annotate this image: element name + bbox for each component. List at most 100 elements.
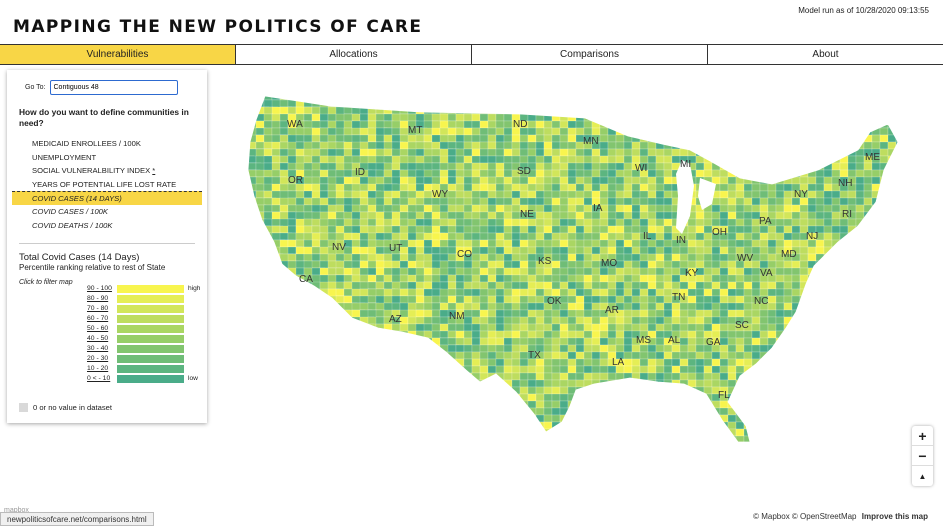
legend-nodata: 0 or no value in dataset (19, 403, 112, 412)
state-label-wa: WA (287, 119, 303, 130)
state-label-id: ID (355, 167, 365, 178)
option-social-vulnerability-index[interactable]: SOCIAL VULNERALBILITY INDEX * (32, 166, 156, 176)
legend-bin-label: 10 - 20 (87, 364, 109, 372)
goto-label: Go To: (25, 84, 46, 91)
zoom-in-button[interactable]: + (912, 426, 933, 446)
state-label-la: LA (612, 357, 625, 368)
state-label-mo: MO (601, 258, 617, 269)
legend-subtitle: Percentile ranking relative to rest of S… (19, 263, 166, 272)
state-label-mt: MT (408, 125, 422, 136)
option-unemployment[interactable]: UNEMPLOYMENT (32, 152, 97, 162)
legend-bin-label: 60 - 70 (87, 314, 109, 322)
attribution-text[interactable]: © Mapbox © OpenStreetMap (753, 512, 857, 521)
tab-allocations[interactable]: Allocations (236, 45, 472, 64)
state-label-nv: NV (332, 242, 346, 253)
status-bar-url: newpoliticsofcare.net/comparisons.html (0, 512, 154, 526)
state-label-nh: NH (838, 178, 852, 189)
legend-bin-label: 90 - 100 (87, 284, 112, 292)
state-label-ga: GA (706, 337, 721, 348)
state-label-md: MD (781, 249, 797, 260)
state-label-ut: UT (389, 243, 402, 254)
legend-bin-label: 80 - 90 (87, 294, 109, 302)
legend-bin-label: 20 - 30 (87, 354, 109, 362)
state-label-sc: SC (735, 320, 749, 331)
legend-bin-label: 50 - 60 (87, 324, 109, 332)
state-label-mi: MI (680, 159, 691, 170)
legend-high-label: high (188, 284, 201, 292)
option-covid-cases-14-days[interactable]: COVID CASES (14 DAYS) (12, 191, 202, 205)
state-label-nm: NM (449, 311, 465, 322)
legend-bin-label: 40 - 50 (87, 334, 109, 342)
us-outline (247, 95, 899, 443)
legend-bin-swatch (117, 303, 184, 313)
legend-bin[interactable]: 70 - 80 (87, 303, 214, 313)
state-label-ms: MS (636, 335, 651, 346)
legend-bin[interactable]: 20 - 30 (87, 353, 214, 363)
state-label-ky: KY (685, 268, 699, 279)
tab-about[interactable]: About (708, 45, 943, 64)
nodata-label: 0 or no value in dataset (33, 403, 112, 412)
option-years-potential-life-lost[interactable]: YEARS OF POTENTIAL LIFE LOST RATE (32, 179, 177, 189)
state-label-il: IL (643, 231, 652, 242)
zoom-out-button[interactable]: − (912, 446, 933, 466)
state-label-ca: CA (299, 274, 313, 285)
legend-bin[interactable]: 10 - 20 (87, 363, 214, 373)
legend-bin-swatch (117, 323, 184, 333)
legend-low-label: low (188, 374, 198, 382)
state-label-nj: NJ (806, 231, 818, 242)
state-label-co: CO (457, 249, 472, 260)
state-label-az: AZ (389, 314, 402, 325)
state-labels: WA MT ND MN OR ID SD WI MI WY NE IA NV U… (287, 119, 880, 401)
state-label-ks: KS (538, 256, 552, 267)
legend-bin[interactable]: 0 < - 10 low (87, 373, 214, 383)
option-covid-cases-per-100k[interactable]: COVID CASES / 100K (32, 206, 108, 216)
mapbox-logo: mapbox (4, 507, 29, 514)
goto-input[interactable] (49, 80, 178, 95)
state-label-tn: TN (672, 292, 685, 303)
legend-bin-label: 30 - 40 (87, 344, 109, 352)
state-label-ar: AR (605, 305, 619, 316)
state-label-mn: MN (583, 136, 599, 147)
zoom-controls: + − ▲ (912, 426, 933, 486)
legend-bin[interactable]: 90 - 100 high (87, 283, 214, 293)
map-area[interactable]: WA MT ND MN OR ID SD WI MI WY NE IA NV U… (0, 66, 943, 506)
legend-bin-label: 70 - 80 (87, 304, 109, 312)
legend-bin[interactable]: 40 - 50 (87, 333, 214, 343)
map-attribution: © Mapbox © OpenStreetMap Improve this ma… (753, 512, 928, 521)
state-label-tx: TX (528, 350, 541, 361)
tab-vulnerabilities[interactable]: Vulnerabilities (0, 45, 236, 64)
lake-michigan (676, 160, 716, 234)
state-label-ne: NE (520, 209, 534, 220)
legend-bin[interactable]: 50 - 60 (87, 323, 214, 333)
metric-options: MEDICAID ENROLLEES / 100K UNEMPLOYMENT S… (12, 137, 202, 232)
improve-map-link[interactable]: Improve this map (861, 512, 928, 521)
state-label-ok: OK (547, 296, 562, 307)
legend-bin-swatch (117, 333, 184, 343)
reset-north-button[interactable]: ▲ (918, 471, 927, 481)
state-label-al: AL (668, 335, 681, 346)
legend-bin[interactable]: 80 - 90 (87, 293, 214, 303)
main-tabs: Vulnerabilities Allocations Comparisons … (0, 44, 943, 65)
state-label-nc: NC (754, 296, 768, 307)
legend-bin[interactable]: 30 - 40 (87, 343, 214, 353)
site-title: MAPPING THE NEW POLITICS OF CARE (13, 17, 423, 37)
legend-bin-label: 0 < - 10 (87, 374, 111, 382)
option-medicaid-enrollees[interactable]: MEDICAID ENROLLEES / 100K (32, 139, 141, 148)
goto-row: Go To: (25, 80, 178, 95)
legend-bin-swatch (117, 353, 184, 363)
legend-bin-swatch (117, 373, 184, 383)
legend-hint: Click to filter map (19, 279, 73, 286)
option-covid-deaths-per-100k[interactable]: COVID DEATHS / 100K (32, 220, 113, 230)
state-label-fl: FL (718, 390, 730, 401)
tab-comparisons[interactable]: Comparisons (472, 45, 708, 64)
state-label-wv: WV (737, 253, 753, 264)
state-label-pa: PA (759, 216, 772, 227)
svi-footnote-link[interactable]: * (152, 166, 156, 176)
state-label-va: VA (760, 268, 773, 279)
community-question: How do you want to define communities in… (19, 107, 189, 128)
nodata-swatch (19, 403, 28, 412)
choropleth-map[interactable]: WA MT ND MN OR ID SD WI MI WY NE IA NV U… (0, 66, 943, 506)
county-cells (248, 96, 898, 442)
state-label-me: ME (865, 152, 880, 163)
legend-bin[interactable]: 60 - 70 (87, 313, 214, 323)
